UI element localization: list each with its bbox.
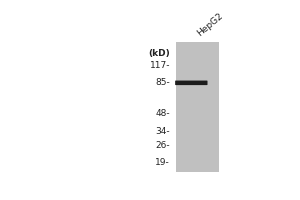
Text: 34-: 34- (155, 127, 170, 136)
Text: HepG2: HepG2 (195, 11, 224, 38)
Text: 19-: 19- (155, 158, 170, 167)
Text: 85-: 85- (155, 78, 170, 87)
Text: 26-: 26- (155, 141, 170, 150)
Bar (176, 42, 219, 172)
Text: 48-: 48- (155, 109, 170, 118)
FancyBboxPatch shape (175, 81, 208, 85)
Text: 117-: 117- (149, 61, 170, 70)
Text: (kD): (kD) (148, 49, 170, 58)
